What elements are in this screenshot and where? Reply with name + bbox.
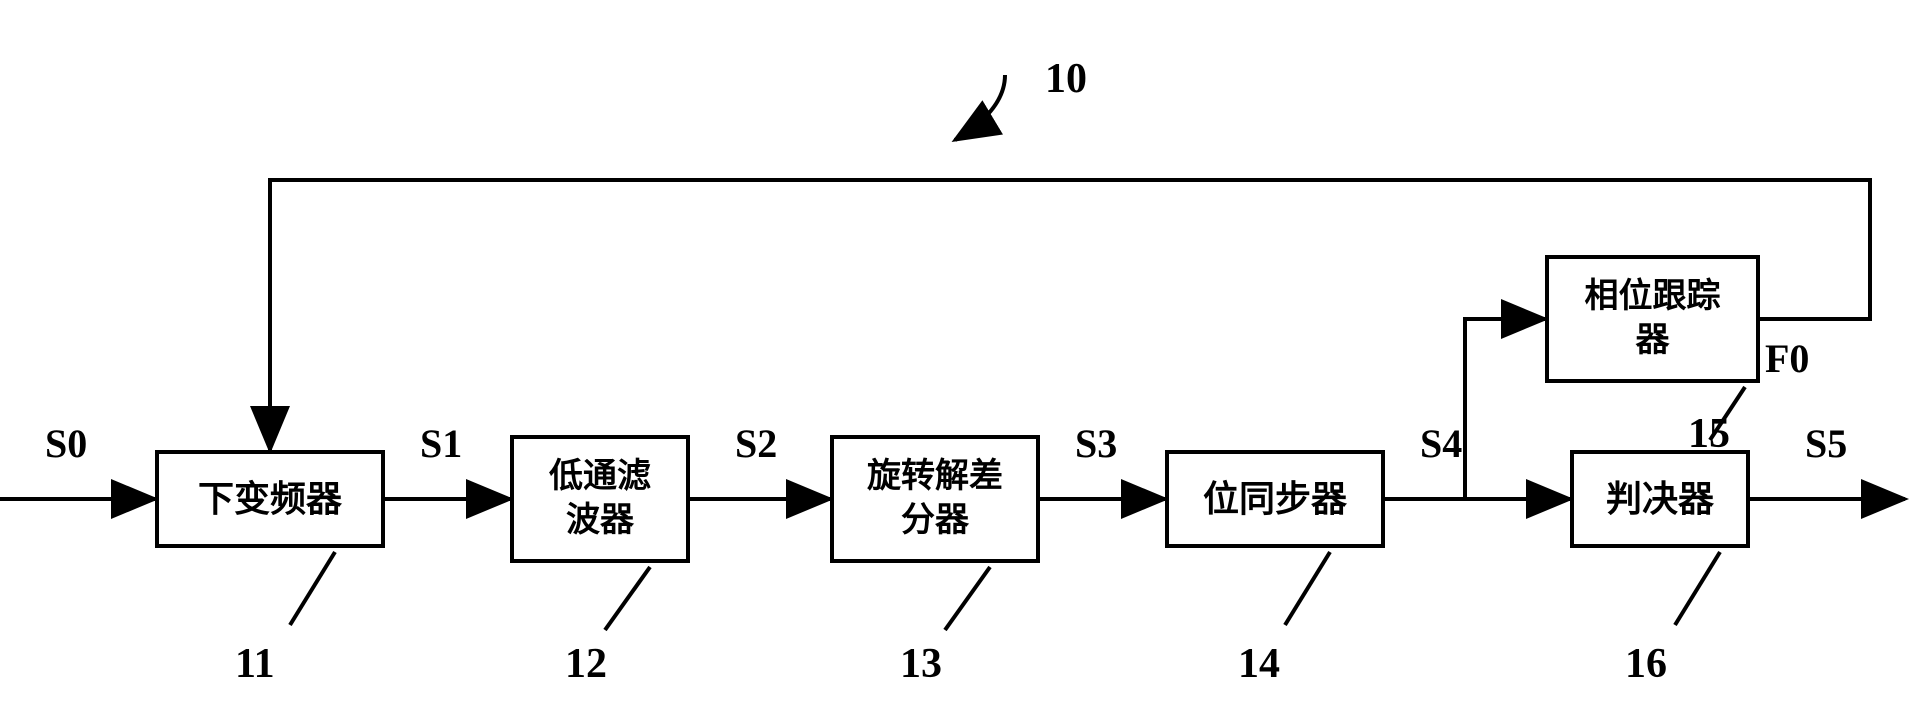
ref-15: 15	[1688, 410, 1730, 458]
ref-11: 11	[235, 640, 275, 688]
tick-11	[290, 552, 335, 625]
signal-s2: S2	[735, 420, 777, 467]
signal-s1: S1	[420, 420, 462, 467]
tick-13	[945, 567, 990, 630]
edge-branch-n15	[1465, 319, 1545, 499]
ref-10-pointer	[955, 75, 1005, 140]
signal-s5: S5	[1805, 420, 1847, 467]
tick-16	[1675, 552, 1720, 625]
signal-f0: F0	[1765, 335, 1809, 382]
block-label: 位同步器	[1203, 481, 1347, 517]
block-label-line2: 波器	[549, 499, 651, 543]
block-decider: 判决器	[1570, 450, 1750, 548]
block-label-line2: 分器	[867, 499, 1003, 543]
block-label-line1: 旋转解差	[867, 455, 1003, 499]
ref-16: 16	[1625, 640, 1667, 688]
block-label-line2: 器	[1585, 319, 1721, 363]
block-phase-tracker: 相位跟踪 器	[1545, 255, 1760, 383]
signal-s3: S3	[1075, 420, 1117, 467]
block-rotational-diff: 旋转解差 分器	[830, 435, 1040, 563]
signal-s0: S0	[45, 420, 87, 467]
block-label: 下变频器	[198, 481, 342, 517]
signal-processing-diagram: 下变频器 低通滤 波器 旋转解差 分器 位同步器 相位跟踪 器 判决器 S0 S…	[0, 0, 1912, 704]
tick-14	[1285, 552, 1330, 625]
block-lowpass-filter: 低通滤 波器	[510, 435, 690, 563]
block-downconverter: 下变频器	[155, 450, 385, 548]
block-label-line1: 相位跟踪	[1585, 275, 1721, 319]
ref-13: 13	[900, 640, 942, 688]
ref-12: 12	[565, 640, 607, 688]
tick-12	[605, 567, 650, 630]
ref-14: 14	[1238, 640, 1280, 688]
block-label-line1: 低通滤	[549, 455, 651, 499]
block-bit-sync: 位同步器	[1165, 450, 1385, 548]
block-label: 判决器	[1606, 481, 1714, 517]
signal-s4: S4	[1420, 420, 1462, 467]
ref-10: 10	[1045, 55, 1087, 103]
